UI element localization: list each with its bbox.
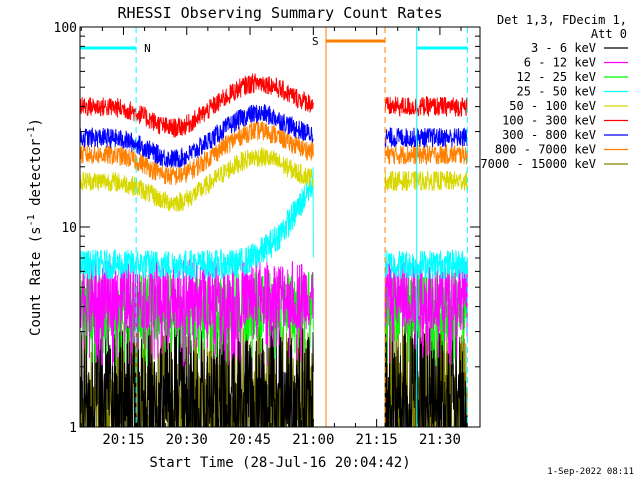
series-line: [384, 249, 468, 280]
legend-label: 25 - 50 keV: [517, 85, 596, 99]
x-tick-label: 21:00: [292, 432, 334, 448]
flag-layer: NS: [80, 27, 468, 427]
legend-header-line1: Det 1,3, FDecim 1,: [497, 13, 627, 27]
y-label-sup1: -1: [26, 214, 37, 226]
legend-label: 12 - 25 keV: [517, 70, 596, 84]
timestamp: 1-Sep-2022 08:11: [547, 467, 634, 477]
x-tick-label: 21:30: [419, 432, 461, 448]
y-label-part2: detector: [28, 139, 44, 215]
x-tick-label: 21:15: [356, 432, 398, 448]
flag-label-night: N: [144, 42, 151, 55]
data-layer: [79, 73, 468, 429]
series-line: [79, 259, 314, 367]
series-line: [384, 95, 468, 118]
series-line: [384, 127, 468, 148]
series-line: [384, 143, 468, 166]
series-50_100keV: [79, 147, 468, 212]
legend-header-line2: Att 0: [591, 27, 627, 41]
x-tick-label: 20:45: [229, 432, 271, 448]
x-tick-label: 20:30: [166, 432, 208, 448]
y-label-part1: Count Rate (s: [28, 226, 44, 336]
y-label-sup2: -1: [26, 126, 37, 138]
y-tick-label: 1: [69, 421, 77, 436]
y-tick-label: 100: [54, 21, 77, 36]
series-line: [79, 119, 314, 185]
series-line: [384, 170, 468, 192]
legend-label: 6 - 12 keV: [524, 56, 596, 70]
series-25_50keV: [79, 167, 468, 280]
series-line: [79, 73, 314, 138]
series-300_800keV: [79, 104, 468, 168]
y-axis-label: Count Rate (s-1 detector-1): [26, 118, 44, 336]
chart-title: RHESSI Observing Summary Count Rates: [117, 4, 442, 22]
series-line: [79, 167, 314, 280]
legend-label: 100 - 300 keV: [502, 114, 596, 128]
series-line: [79, 104, 314, 168]
y-tick-label: 10: [61, 221, 77, 236]
legend-label: 50 - 100 keV: [509, 99, 596, 113]
legend-label: 3 - 6 keV: [531, 41, 596, 55]
legend-label: 800 - 7000 keV: [495, 143, 596, 157]
x-tick-label: 20:15: [102, 432, 144, 448]
series-line: [79, 147, 314, 212]
legend-label: 300 - 800 keV: [502, 128, 596, 142]
series-line: [384, 318, 468, 429]
tick-layer: 20:15 20:30 20:45 21:00 21:15 21:30 1 10 100: [54, 21, 480, 448]
series-800_7000keV: [79, 119, 468, 185]
y-label-part3: ): [28, 118, 44, 126]
x-axis-label: Start Time (28-Jul-16 20:04:42): [149, 455, 410, 471]
legend-label: 7000 - 15000 keV: [480, 157, 596, 171]
flag-label-saa: S: [312, 35, 319, 48]
series-100_300keV: [79, 73, 468, 138]
